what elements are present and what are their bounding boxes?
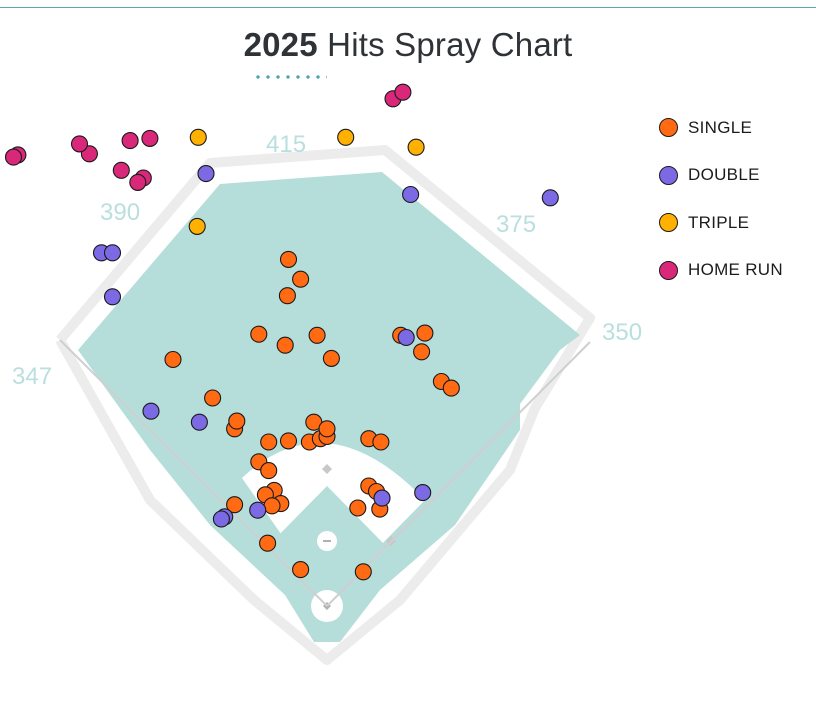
chart-title-year: 2025 — [243, 26, 318, 63]
chart-title: 2025 Hits Spray Chart — [244, 26, 573, 64]
hit-point-single[interactable] — [259, 534, 277, 552]
hit-point-single[interactable] — [292, 270, 310, 288]
hit-point-single[interactable] — [278, 287, 296, 305]
legend-swatch-home-run — [659, 260, 678, 280]
outfield-grass — [78, 172, 580, 642]
legend-label-home-run: HOME RUN — [688, 260, 783, 280]
hit-point-triple[interactable] — [188, 217, 206, 235]
hit-point-single[interactable] — [318, 420, 336, 438]
hit-point-double[interactable] — [402, 185, 420, 204]
legend: SINGLE DOUBLE TRIPLE HOME RUN — [658, 104, 808, 294]
pitchers-rubber — [323, 540, 331, 542]
hit-point-single[interactable] — [413, 343, 431, 361]
hit-point-double[interactable] — [397, 328, 415, 347]
legend-swatch-double — [659, 165, 678, 185]
hit-point-single[interactable] — [442, 379, 460, 397]
legend-label-single: SINGLE — [688, 117, 753, 137]
hit-point-single[interactable] — [164, 350, 182, 369]
hits-points-layer — [4, 83, 559, 581]
hit-point-double[interactable] — [142, 402, 160, 420]
foul-line-right — [326, 341, 591, 607]
hit-point-single[interactable] — [260, 462, 278, 480]
hit-point-double[interactable] — [249, 501, 267, 519]
hit-point-home-run[interactable] — [394, 83, 412, 101]
chart-title-text: Hits Spray Chart — [327, 26, 573, 63]
hit-point-single[interactable] — [204, 389, 222, 407]
hit-point-triple[interactable] — [407, 138, 425, 156]
second-base — [322, 464, 332, 474]
legend-label-double: DOUBLE — [688, 165, 760, 185]
foul-line-left — [59, 339, 328, 607]
distance-label-right-line: 350 — [602, 319, 642, 346]
hit-point-single[interactable] — [416, 324, 434, 342]
top-divider — [0, 7, 816, 8]
legend-swatch-single — [659, 118, 678, 138]
distance-label-center: 415 — [266, 131, 306, 158]
hit-point-triple[interactable] — [189, 128, 207, 146]
hit-point-home-run[interactable] — [121, 132, 139, 150]
hit-point-double[interactable] — [103, 244, 122, 262]
hit-point-double[interactable] — [212, 510, 230, 528]
hit-point-single[interactable] — [250, 325, 268, 343]
hit-point-home-run[interactable] — [70, 135, 89, 153]
warning-track-outline — [55, 145, 595, 665]
legend-item-single: SINGLE — [658, 104, 808, 152]
hit-point-double[interactable] — [190, 413, 208, 431]
hit-point-triple[interactable] — [337, 128, 355, 146]
hit-point-single[interactable] — [308, 326, 326, 344]
hit-point-double[interactable] — [373, 489, 391, 507]
distance-labels-layer: 347 390 415 375 350 — [12, 131, 642, 390]
hit-point-home-run[interactable] — [112, 161, 130, 179]
hit-point-single[interactable] — [276, 336, 294, 354]
hit-point-single[interactable] — [260, 433, 278, 451]
hit-point-home-run[interactable] — [4, 148, 23, 166]
hit-point-single[interactable] — [349, 499, 367, 517]
legend-label-triple: TRIPLE — [688, 212, 750, 232]
hit-point-double[interactable] — [541, 189, 559, 207]
legend-item-home-run: HOME RUN — [658, 247, 808, 295]
legend-item-triple: TRIPLE — [658, 199, 808, 247]
hit-point-double[interactable] — [414, 484, 432, 502]
hit-point-double[interactable] — [103, 288, 122, 306]
hit-point-single[interactable] — [263, 497, 281, 515]
legend-swatch-triple — [659, 213, 678, 233]
hit-point-single[interactable] — [279, 250, 298, 268]
distance-label-left-line: 347 — [12, 363, 52, 390]
hit-point-home-run[interactable] — [141, 129, 159, 147]
hit-point-double[interactable] — [197, 165, 215, 183]
chart-title-container: 2025 Hits Spray Chart — [0, 26, 816, 64]
hit-point-single[interactable] — [228, 412, 246, 430]
hit-point-single[interactable] — [292, 561, 310, 579]
hit-point-single[interactable] — [322, 349, 340, 367]
hit-point-single[interactable] — [354, 563, 372, 581]
title-dotted-underline — [253, 75, 327, 79]
hit-point-single[interactable] — [372, 433, 390, 451]
hit-point-single[interactable] — [226, 496, 244, 514]
legend-item-double: DOUBLE — [658, 152, 808, 200]
hit-point-single[interactable] — [279, 432, 298, 450]
hit-point-home-run[interactable] — [129, 173, 147, 191]
distance-label-right-center: 375 — [496, 211, 536, 238]
distance-label-left-center: 390 — [100, 199, 140, 226]
